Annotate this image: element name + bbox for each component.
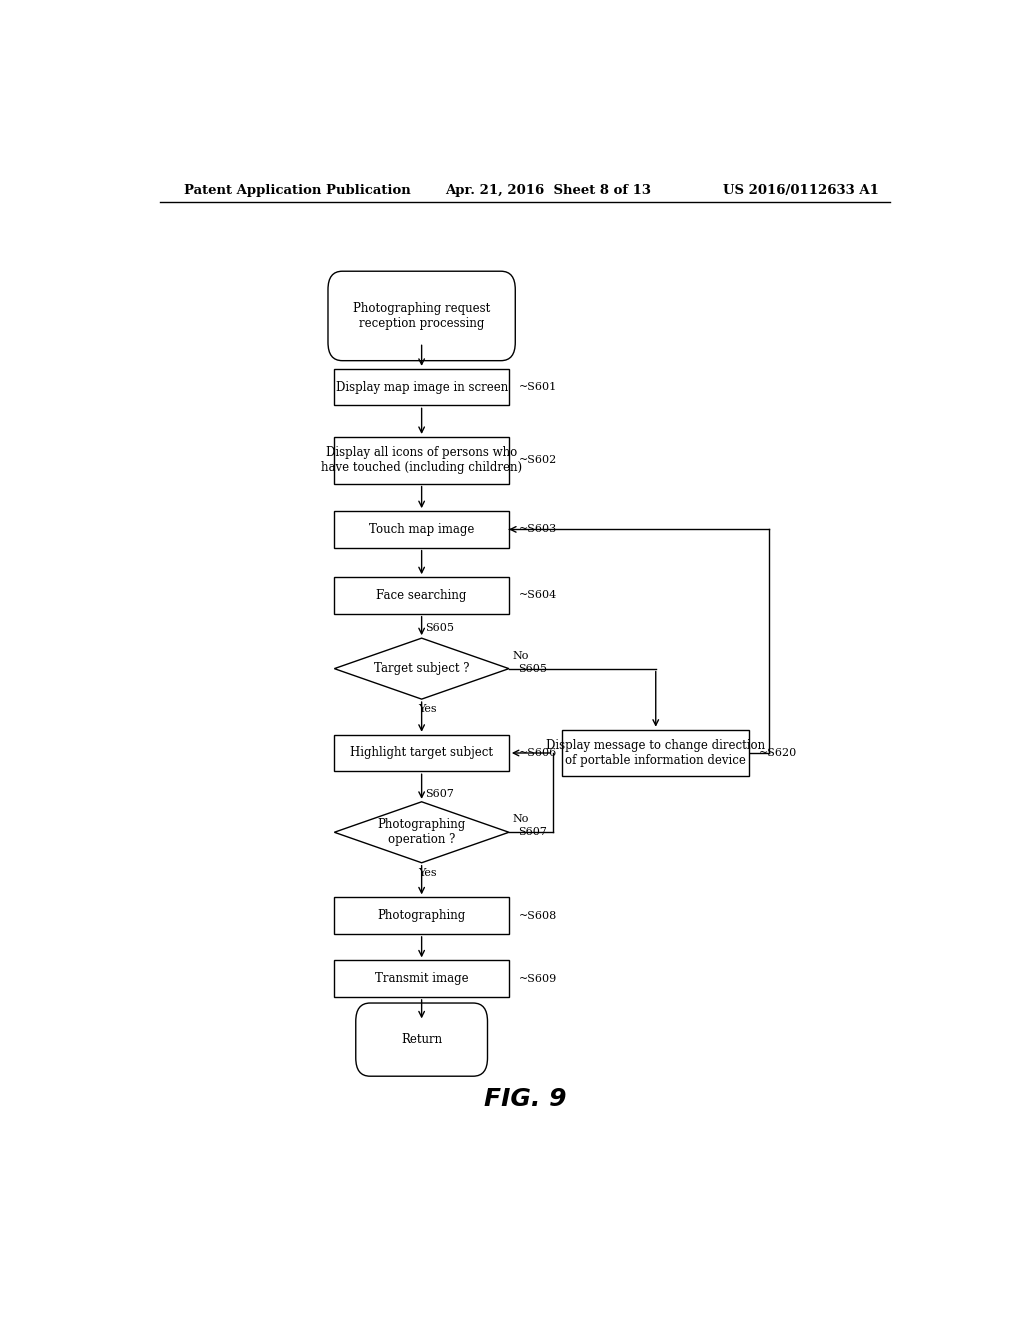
Text: Touch map image: Touch map image bbox=[369, 523, 474, 536]
Text: Photographing: Photographing bbox=[378, 909, 466, 923]
Text: Photographing request
reception processing: Photographing request reception processi… bbox=[353, 302, 490, 330]
Text: No: No bbox=[513, 814, 529, 824]
Text: Display all icons of persons who
have touched (including children): Display all icons of persons who have to… bbox=[322, 446, 522, 474]
FancyBboxPatch shape bbox=[334, 898, 509, 935]
Text: Highlight target subject: Highlight target subject bbox=[350, 747, 494, 759]
Text: ~S620: ~S620 bbox=[759, 748, 797, 758]
Text: Apr. 21, 2016  Sheet 8 of 13: Apr. 21, 2016 Sheet 8 of 13 bbox=[445, 185, 651, 198]
Text: Face searching: Face searching bbox=[377, 589, 467, 602]
Polygon shape bbox=[334, 638, 509, 700]
Text: ~S608: ~S608 bbox=[518, 911, 557, 920]
Text: ~S604: ~S604 bbox=[518, 590, 557, 601]
Text: ~S606: ~S606 bbox=[518, 748, 557, 758]
Text: ~S602: ~S602 bbox=[518, 455, 557, 465]
FancyBboxPatch shape bbox=[334, 368, 509, 405]
Text: ~S601: ~S601 bbox=[518, 381, 557, 392]
Text: No: No bbox=[513, 651, 529, 660]
Text: Display map image in screen: Display map image in screen bbox=[336, 380, 508, 393]
Text: Yes: Yes bbox=[418, 704, 436, 714]
Text: Transmit image: Transmit image bbox=[375, 972, 468, 985]
Text: S605: S605 bbox=[426, 623, 455, 634]
Text: Return: Return bbox=[401, 1034, 442, 1047]
FancyBboxPatch shape bbox=[355, 1003, 487, 1076]
Text: Display message to change direction
of portable information device: Display message to change direction of p… bbox=[546, 739, 765, 767]
Text: S605: S605 bbox=[518, 664, 548, 673]
FancyBboxPatch shape bbox=[334, 735, 509, 771]
Text: FIG. 9: FIG. 9 bbox=[483, 1086, 566, 1110]
FancyBboxPatch shape bbox=[334, 437, 509, 483]
FancyBboxPatch shape bbox=[334, 511, 509, 548]
Text: US 2016/0112633 A1: US 2016/0112633 A1 bbox=[723, 185, 879, 198]
FancyBboxPatch shape bbox=[562, 730, 749, 776]
Polygon shape bbox=[334, 801, 509, 863]
Text: S607: S607 bbox=[518, 828, 547, 837]
FancyBboxPatch shape bbox=[328, 271, 515, 360]
Text: ~S609: ~S609 bbox=[518, 974, 557, 983]
FancyBboxPatch shape bbox=[334, 577, 509, 614]
Text: Yes: Yes bbox=[418, 867, 436, 878]
Text: Photographing
operation ?: Photographing operation ? bbox=[378, 818, 466, 846]
Text: Target subject ?: Target subject ? bbox=[374, 663, 469, 675]
Text: ~S603: ~S603 bbox=[518, 524, 557, 535]
FancyBboxPatch shape bbox=[334, 961, 509, 997]
Text: Patent Application Publication: Patent Application Publication bbox=[183, 185, 411, 198]
Text: S607: S607 bbox=[426, 789, 455, 799]
